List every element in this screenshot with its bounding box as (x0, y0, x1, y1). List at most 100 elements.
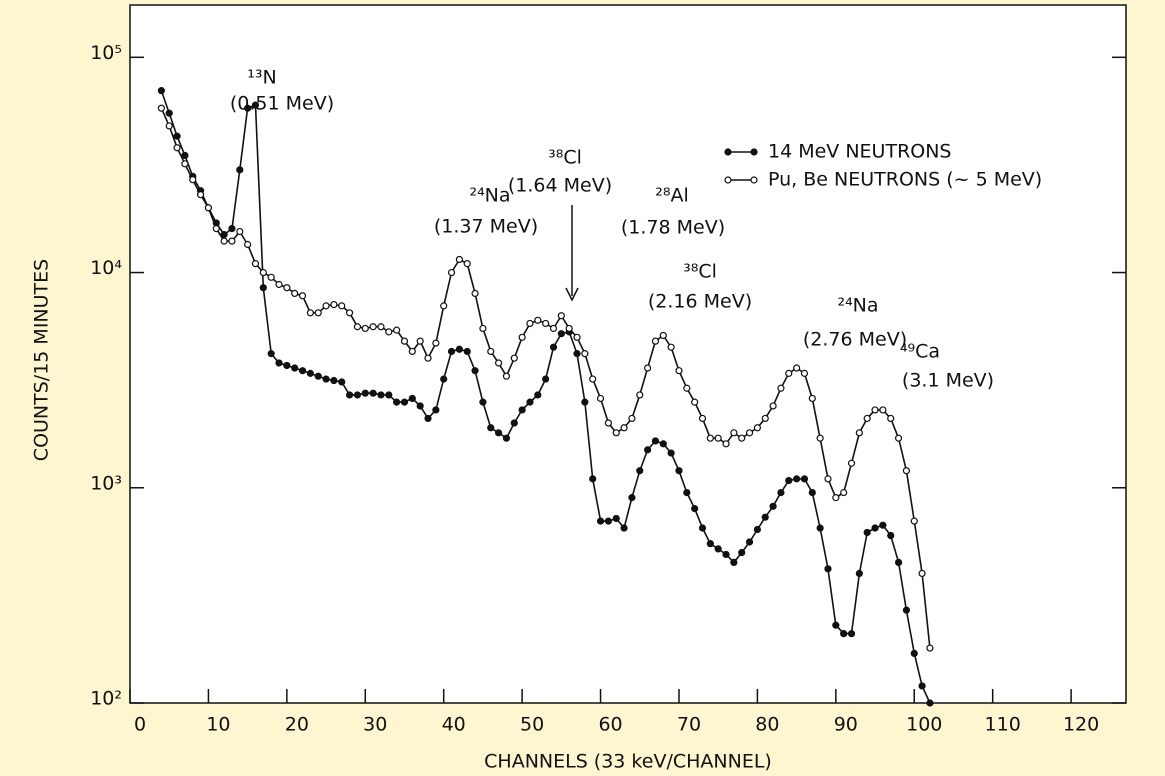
annotation-isotope: ²⁴Na (469, 185, 510, 207)
data-point (840, 630, 848, 638)
data-point (761, 513, 769, 521)
data-point (251, 260, 260, 268)
data-point (840, 488, 848, 497)
data-point (173, 132, 181, 140)
data-point (314, 309, 322, 317)
data-point (745, 538, 754, 546)
data-point (416, 337, 424, 345)
data-point (259, 284, 267, 292)
data-point (306, 309, 314, 317)
y-tick-label: 10² (90, 688, 122, 710)
data-point (659, 440, 667, 448)
data-point (667, 343, 675, 351)
data-point (534, 391, 542, 399)
y-tick-label: 10³ (90, 472, 122, 494)
data-point (902, 606, 911, 614)
data-point (549, 343, 558, 351)
data-point (549, 324, 558, 333)
x-axis-label: CHANNELS (33 keV/CHANNEL) (484, 751, 772, 773)
data-point (847, 630, 856, 638)
data-point (471, 367, 479, 375)
data-point (753, 424, 762, 432)
data-point (432, 406, 440, 414)
data-point (612, 514, 620, 523)
data-point (855, 429, 863, 437)
data-point (581, 398, 589, 406)
data-point (675, 467, 683, 475)
data-point (345, 309, 354, 317)
legend-marker (724, 176, 732, 184)
data-point (589, 475, 597, 483)
data-point (887, 531, 895, 540)
data-point (291, 364, 299, 372)
data-point (706, 540, 714, 548)
data-point (259, 268, 267, 277)
data-point (338, 302, 346, 310)
data-point (298, 292, 307, 300)
data-point (832, 494, 840, 502)
x-tick-label: 50 (520, 714, 544, 736)
data-point (181, 160, 189, 168)
data-point (793, 364, 801, 372)
data-point (338, 378, 346, 386)
data-point (879, 521, 887, 529)
data-point (745, 429, 754, 437)
data-point (275, 280, 283, 289)
x-tick-label: 60 (598, 714, 622, 736)
data-point (628, 414, 636, 423)
data-point (220, 237, 228, 245)
data-point (581, 350, 589, 358)
data-point (291, 289, 299, 297)
data-point (863, 528, 871, 537)
data-point (816, 524, 824, 532)
data-point (855, 569, 863, 578)
data-point (502, 372, 511, 380)
data-point (887, 414, 895, 423)
annotation-energy: (3.1 MeV) (902, 370, 994, 392)
data-point (283, 361, 291, 370)
data-point (244, 104, 252, 112)
annotation-energy: (1.37 MeV) (434, 216, 538, 238)
data-point (651, 337, 660, 345)
data-point (565, 324, 573, 333)
data-point (526, 398, 534, 406)
data-point (902, 467, 911, 475)
data-point (228, 237, 236, 245)
x-tick-label: 10 (206, 714, 230, 736)
data-point (361, 324, 369, 333)
data-point (573, 333, 581, 341)
data-point (330, 376, 338, 385)
data-point (353, 391, 362, 399)
data-point (244, 240, 252, 249)
data-point (824, 475, 832, 483)
legend-marker (750, 148, 758, 156)
data-point (267, 273, 275, 281)
annotation-energy: (1.78 MeV) (621, 217, 725, 239)
data-point (910, 649, 918, 658)
data-point (196, 191, 205, 199)
data-point (785, 369, 793, 377)
data-point (926, 644, 934, 652)
data-point (377, 323, 385, 331)
data-point (612, 429, 620, 437)
data-point (502, 434, 511, 442)
legend-label: Pu, Be NEUTRONS (~ 5 MeV) (768, 169, 1042, 191)
data-point (447, 268, 456, 277)
data-point (769, 502, 777, 510)
data-point (808, 394, 816, 403)
data-point (204, 204, 213, 212)
data-point (800, 369, 809, 377)
data-point (463, 347, 471, 356)
data-point (322, 375, 330, 383)
data-point (432, 339, 440, 347)
data-point (589, 375, 597, 383)
data-point (534, 316, 542, 324)
data-point (714, 434, 722, 442)
data-point (455, 345, 463, 353)
data-point (596, 517, 605, 525)
plot-frame (129, 4, 1127, 704)
data-point (385, 328, 393, 336)
data-point (691, 505, 699, 513)
x-tick-label: 90 (834, 714, 858, 736)
data-point (738, 434, 746, 442)
